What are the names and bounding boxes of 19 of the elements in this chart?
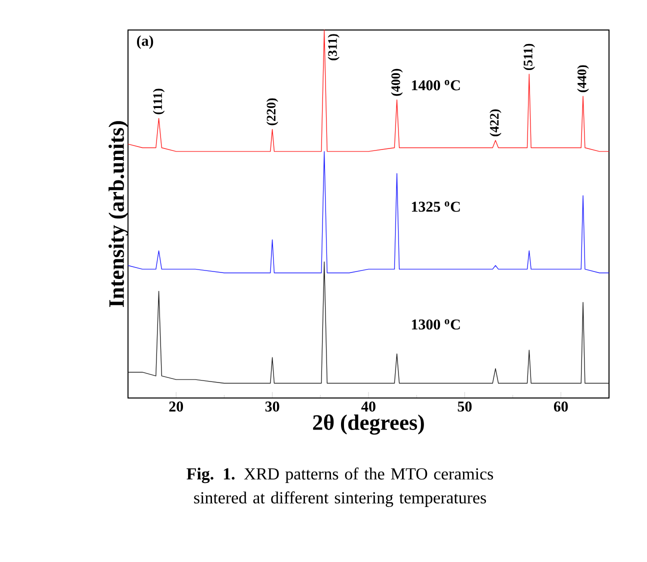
annotation: (111) [152, 88, 165, 114]
annotation: (220) [266, 98, 278, 126]
x-tick-label: 60 [554, 402, 568, 412]
x-tick-label: 30 [265, 402, 280, 412]
annotation: (440) [577, 65, 589, 92]
x-tick-label: 50 [458, 402, 472, 412]
annotation: (511) [523, 44, 536, 70]
annotation: (311) [328, 34, 340, 60]
annotation: (422) [490, 109, 502, 136]
x-tick-label: 40 [361, 402, 376, 412]
series-label: 1300 $^{o}$C [412, 319, 460, 330]
text: Fig. 1. XRD patterns of the MTO ceramics sintered at different sintering temperatures [186, 468, 494, 507]
y-axis-title: Intensity (arb.units) [108, 121, 128, 308]
x-axis-title: 2θ (degrees) [313, 414, 424, 435]
series-label: 1400 $^{o}$C [412, 80, 460, 90]
annotation: (a) [136, 35, 154, 49]
x-tick-label: 20 [169, 402, 184, 412]
annotation: (400) [391, 68, 403, 96]
series-label: 1325 $^{o}$C [412, 201, 460, 212]
